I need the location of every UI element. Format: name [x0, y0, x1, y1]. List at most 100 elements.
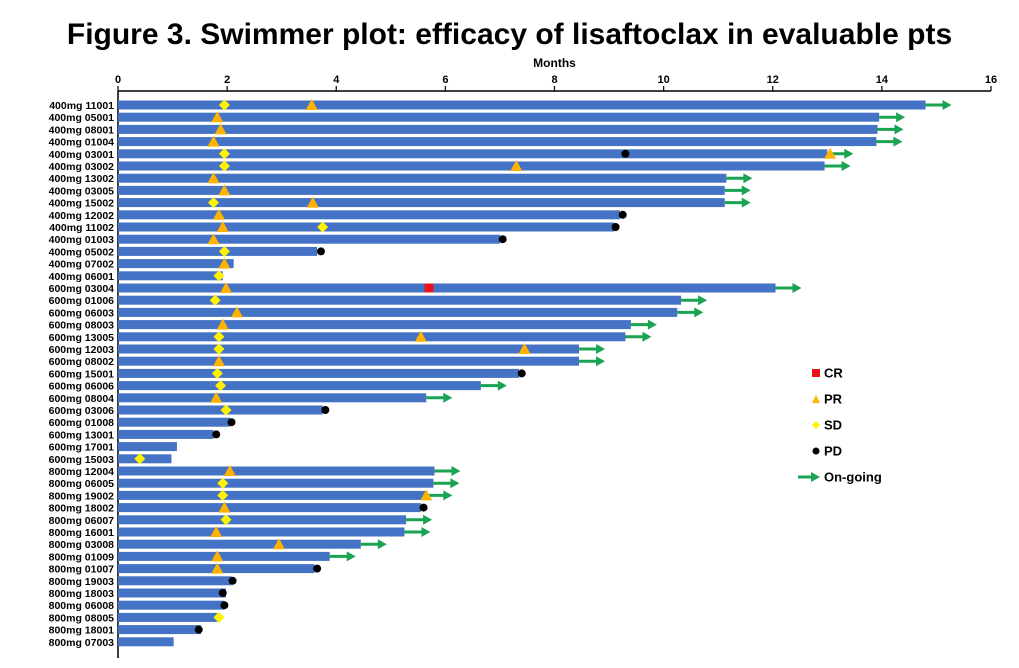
x-tick-label: 0 [115, 74, 121, 86]
ongoing-arrow-head [894, 124, 904, 135]
patient-bar [118, 466, 435, 476]
pd-marker [618, 210, 627, 219]
patient-label: 800mg 01007 [49, 564, 115, 576]
patient-label: 600mg 15003 [49, 454, 115, 466]
patient-bar [118, 612, 218, 622]
pr-marker [230, 306, 243, 318]
patient-bar [118, 124, 878, 134]
pd-marker [227, 418, 236, 427]
x-tick-label: 16 [985, 74, 997, 86]
x-axis-title: Months [533, 56, 576, 70]
patient-bar [118, 637, 174, 647]
patient-label: 400mg 07002 [49, 259, 115, 271]
pr-marker [212, 355, 225, 367]
ongoing-arrow-head [443, 392, 453, 403]
patient-label: 800mg 03008 [49, 539, 115, 551]
patient-label: 400mg 08001 [49, 124, 115, 136]
patient-label: 400mg 03005 [49, 185, 115, 197]
pr-marker [518, 343, 531, 354]
legend-pr-symbol [812, 395, 820, 403]
patient-bar [118, 332, 626, 342]
legend-pd-symbol [812, 447, 820, 455]
pr-marker [218, 501, 231, 513]
patient-label: 800mg 18001 [49, 625, 115, 637]
pr-marker [211, 562, 224, 574]
patient-bar [118, 271, 223, 281]
patient-bar [118, 478, 434, 488]
sd-marker [209, 294, 221, 306]
pd-marker [611, 223, 620, 231]
pr-marker [207, 135, 220, 147]
x-tick-label: 14 [876, 74, 889, 86]
pr-marker [214, 123, 227, 135]
pr-marker [207, 233, 220, 245]
patient-label: 600mg 06006 [49, 381, 115, 393]
sd-marker [215, 380, 227, 392]
pr-marker [218, 184, 231, 196]
sd-marker [317, 221, 329, 233]
sd-marker [220, 404, 232, 416]
ongoing-arrow-head [743, 173, 753, 184]
pr-marker [824, 147, 837, 159]
ongoing-arrow-head [741, 197, 751, 208]
patient-bar [118, 198, 725, 208]
patient-label: 400mg 06001 [49, 271, 115, 283]
patient-bar [118, 307, 678, 317]
pd-marker [194, 625, 203, 634]
sd-marker [211, 367, 223, 379]
pr-marker [272, 538, 285, 550]
pd-marker [228, 576, 237, 585]
ongoing-arrow-head [596, 344, 606, 354]
patient-bar [118, 405, 323, 415]
patient-bar [118, 210, 620, 220]
patient-bar [118, 576, 232, 586]
patient-label: 800mg 16001 [49, 527, 115, 539]
patient-bar [118, 246, 318, 256]
patient-bar [118, 234, 500, 244]
ongoing-arrow-head [844, 148, 854, 159]
ongoing-arrow-head [346, 551, 356, 562]
patient-bar [118, 356, 580, 366]
pr-marker [306, 196, 319, 208]
legend-sd-symbol [812, 421, 820, 429]
pd-marker [517, 369, 526, 378]
x-tick-label: 2 [224, 74, 230, 86]
legend-ongoing-symbol-head [811, 472, 820, 482]
ongoing-arrow-head [423, 514, 433, 525]
sd-marker [134, 453, 146, 465]
patient-bar [118, 149, 828, 159]
patient-bar [118, 515, 407, 525]
legend: CR PR SD PD On-going [798, 366, 882, 485]
legend-label-sd: SD [824, 418, 842, 433]
patient-bar [118, 344, 580, 354]
patient-bar [118, 381, 481, 391]
legend-label-pd: PD [824, 444, 842, 459]
pr-marker [510, 160, 523, 171]
ongoing-arrow-head [698, 295, 708, 306]
patient-label: 600mg 08002 [49, 356, 115, 368]
patient-label: 800mg 01009 [49, 551, 115, 563]
pd-marker [212, 430, 221, 439]
pd-marker [621, 149, 630, 158]
pr-marker [220, 282, 233, 293]
patient-bar [118, 503, 421, 513]
patient-label: 400mg 01003 [49, 234, 115, 246]
sd-marker [218, 99, 230, 111]
patient-bar [118, 417, 230, 427]
pr-marker [216, 318, 229, 330]
sd-marker [213, 611, 225, 623]
patient-label: 800mg 18002 [49, 503, 115, 515]
sd-marker [217, 489, 229, 501]
x-tick-label: 8 [551, 74, 557, 86]
sd-marker [213, 270, 225, 282]
sd-marker [207, 197, 219, 209]
patient-bar [118, 185, 725, 195]
ongoing-arrow-head [451, 466, 461, 476]
x-tick-label: 10 [658, 74, 670, 86]
patient-bar [118, 490, 427, 500]
patient-label: 400mg 15002 [49, 198, 115, 210]
ongoing-arrow-head [497, 380, 507, 391]
pr-marker [211, 111, 224, 123]
